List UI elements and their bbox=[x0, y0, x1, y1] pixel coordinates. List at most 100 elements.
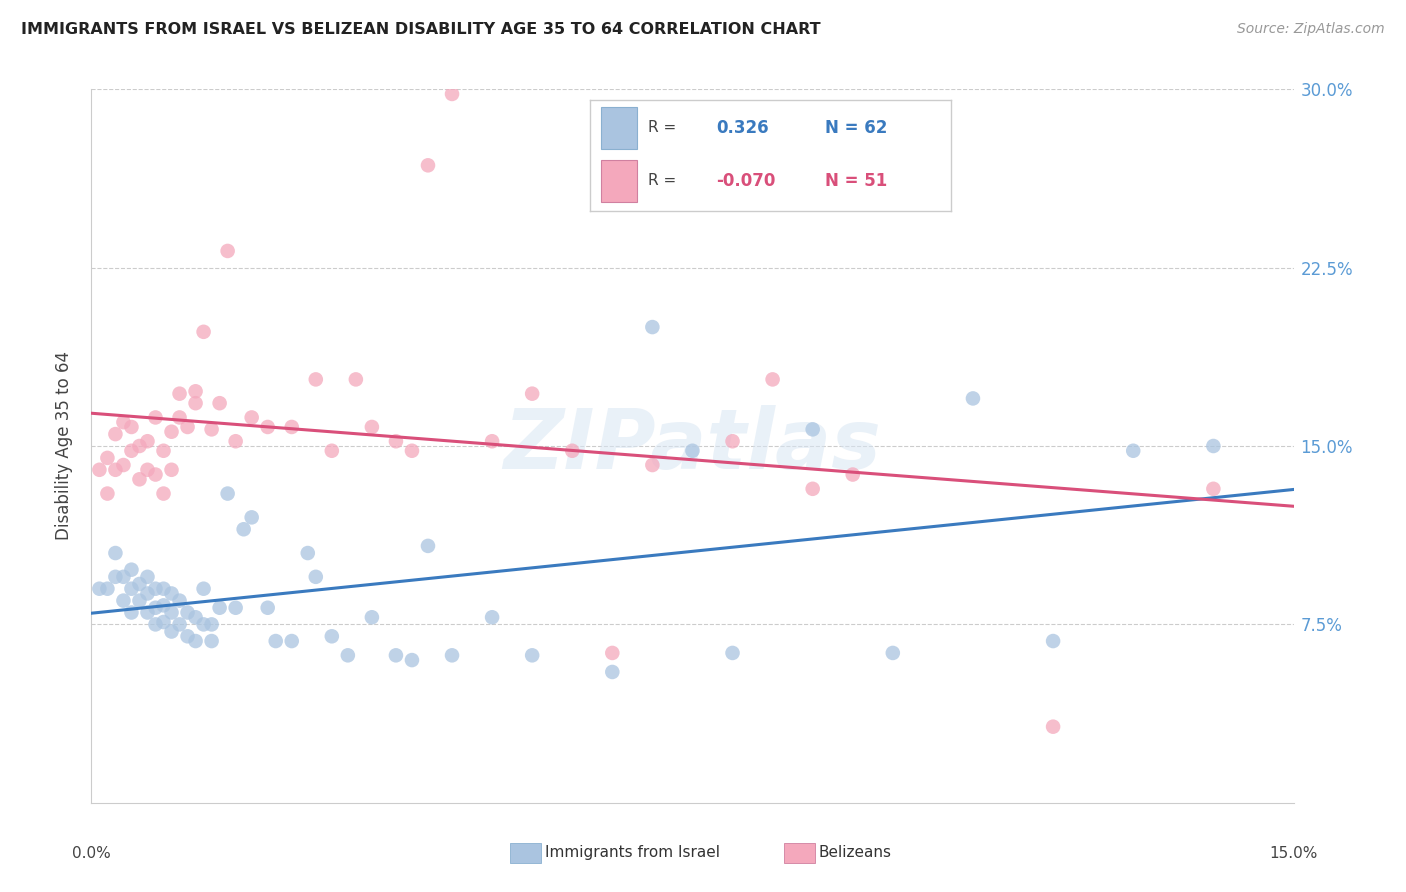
Point bbox=[225, 434, 247, 449]
Point bbox=[145, 617, 167, 632]
Text: ZIPatlas: ZIPatlas bbox=[503, 406, 882, 486]
Point bbox=[762, 372, 785, 386]
Text: IMMIGRANTS FROM ISRAEL VS BELIZEAN DISABILITY AGE 35 TO 64 CORRELATION CHART: IMMIGRANTS FROM ISRAEL VS BELIZEAN DISAB… bbox=[21, 22, 821, 37]
Point bbox=[481, 434, 503, 449]
Point bbox=[201, 634, 224, 648]
Point bbox=[401, 443, 423, 458]
Point bbox=[121, 420, 143, 434]
Point bbox=[1202, 439, 1225, 453]
Point bbox=[112, 593, 135, 607]
Point bbox=[344, 372, 367, 386]
Point bbox=[121, 443, 143, 458]
Point bbox=[360, 420, 382, 434]
Point bbox=[208, 600, 231, 615]
Point bbox=[104, 546, 127, 560]
Point bbox=[297, 546, 319, 560]
Point bbox=[602, 665, 624, 679]
Point bbox=[217, 244, 239, 258]
Point bbox=[641, 458, 664, 472]
Point bbox=[89, 582, 111, 596]
Point bbox=[522, 648, 544, 663]
Text: Source: ZipAtlas.com: Source: ZipAtlas.com bbox=[1237, 22, 1385, 37]
Point bbox=[112, 458, 135, 472]
Point bbox=[160, 586, 183, 600]
Point bbox=[681, 443, 703, 458]
Point bbox=[121, 563, 143, 577]
Point bbox=[152, 582, 174, 596]
Point bbox=[145, 467, 167, 482]
Point bbox=[264, 634, 287, 648]
Point bbox=[136, 463, 159, 477]
Point bbox=[801, 422, 824, 436]
Point bbox=[145, 600, 167, 615]
Point bbox=[184, 610, 207, 624]
Point bbox=[801, 482, 824, 496]
Point bbox=[104, 570, 127, 584]
Text: 15.0%: 15.0% bbox=[1270, 846, 1317, 861]
Point bbox=[321, 443, 343, 458]
Point bbox=[169, 386, 191, 401]
Point bbox=[128, 439, 150, 453]
Point bbox=[1122, 443, 1144, 458]
Point bbox=[281, 634, 304, 648]
Point bbox=[136, 586, 159, 600]
Point bbox=[385, 648, 408, 663]
Point bbox=[321, 629, 343, 643]
Point bbox=[136, 434, 159, 449]
Point bbox=[176, 629, 198, 643]
Point bbox=[112, 570, 135, 584]
Point bbox=[240, 410, 263, 425]
Point bbox=[89, 463, 111, 477]
Point bbox=[1042, 634, 1064, 648]
Point bbox=[201, 422, 224, 436]
Point bbox=[561, 443, 583, 458]
Point bbox=[360, 610, 382, 624]
Point bbox=[136, 570, 159, 584]
Text: Immigrants from Israel: Immigrants from Israel bbox=[546, 846, 720, 860]
Point bbox=[169, 593, 191, 607]
Point bbox=[416, 539, 439, 553]
Point bbox=[401, 653, 423, 667]
Point bbox=[184, 634, 207, 648]
Point bbox=[193, 617, 215, 632]
Text: 0.0%: 0.0% bbox=[72, 846, 111, 861]
Point bbox=[225, 600, 247, 615]
Point bbox=[128, 593, 150, 607]
Point bbox=[882, 646, 904, 660]
Point bbox=[841, 467, 863, 482]
Point bbox=[184, 396, 207, 410]
Point bbox=[152, 443, 174, 458]
Text: Belizeans: Belizeans bbox=[818, 846, 891, 860]
Point bbox=[305, 372, 328, 386]
Point bbox=[184, 384, 207, 399]
Point bbox=[136, 606, 159, 620]
Point bbox=[96, 486, 118, 500]
Point bbox=[305, 570, 328, 584]
Point bbox=[160, 463, 183, 477]
Point bbox=[121, 582, 143, 596]
Point bbox=[256, 600, 278, 615]
Point bbox=[440, 648, 463, 663]
Point bbox=[602, 646, 624, 660]
Point bbox=[112, 415, 135, 429]
Point bbox=[201, 617, 224, 632]
Point bbox=[208, 396, 231, 410]
Point bbox=[641, 320, 664, 334]
Point bbox=[193, 325, 215, 339]
Point bbox=[1202, 482, 1225, 496]
Point bbox=[169, 410, 191, 425]
Point bbox=[481, 610, 503, 624]
Point bbox=[281, 420, 304, 434]
Y-axis label: Disability Age 35 to 64: Disability Age 35 to 64 bbox=[55, 351, 73, 541]
Point bbox=[128, 577, 150, 591]
Point bbox=[145, 410, 167, 425]
Point bbox=[152, 486, 174, 500]
Point bbox=[962, 392, 984, 406]
Point bbox=[217, 486, 239, 500]
Point bbox=[176, 420, 198, 434]
Point bbox=[169, 617, 191, 632]
Point bbox=[176, 606, 198, 620]
Point bbox=[385, 434, 408, 449]
Point bbox=[160, 624, 183, 639]
Point bbox=[416, 158, 439, 172]
